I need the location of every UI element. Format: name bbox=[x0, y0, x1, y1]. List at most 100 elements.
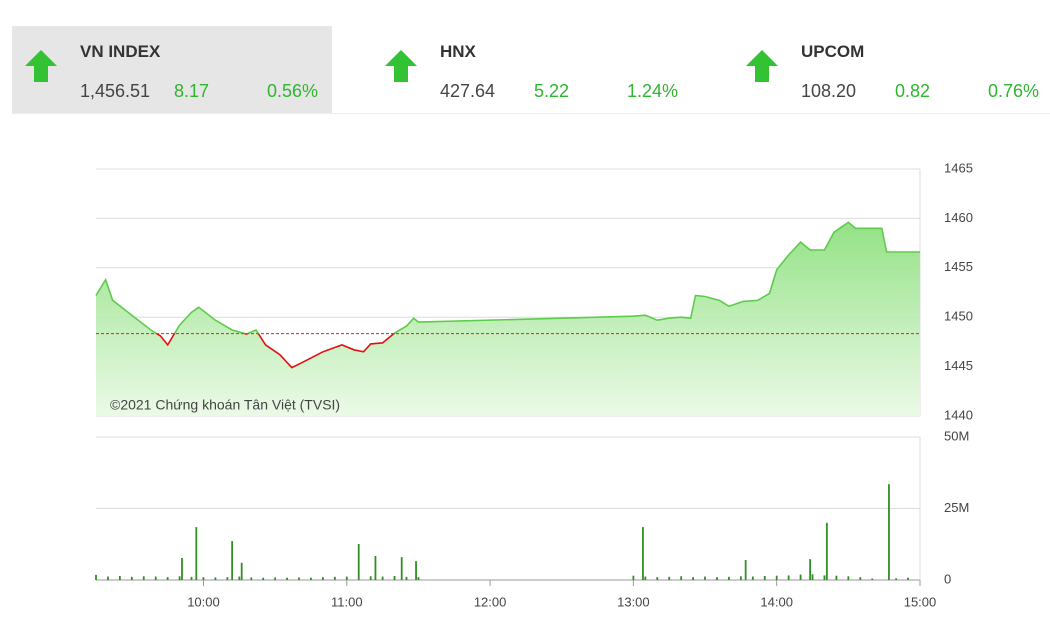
volume-bar bbox=[178, 576, 181, 580]
index-change: 8.17 bbox=[174, 81, 210, 101]
index-percent: 1.24% bbox=[626, 81, 678, 101]
volume-bar bbox=[704, 576, 706, 580]
volume-bar bbox=[238, 576, 241, 580]
volume-bar bbox=[415, 561, 417, 580]
volume-bar bbox=[811, 574, 814, 580]
x-tick-label: 15:00 bbox=[904, 594, 937, 609]
index-percent: 0.56% bbox=[266, 81, 318, 101]
volume-bar bbox=[231, 541, 234, 580]
volume-bar bbox=[823, 575, 826, 580]
x-tick-label: 12:00 bbox=[474, 594, 507, 609]
volume-bar bbox=[716, 577, 718, 580]
volume-bar bbox=[107, 576, 109, 580]
volume-bar bbox=[166, 577, 169, 580]
y-tick-label: 1450 bbox=[944, 309, 973, 324]
up-arrow bbox=[385, 50, 417, 82]
y-tick-label: 1455 bbox=[944, 259, 973, 274]
volume-bar bbox=[226, 577, 229, 580]
volume-bar bbox=[357, 543, 360, 580]
volume-bar bbox=[298, 577, 300, 580]
volume-bar bbox=[181, 557, 183, 580]
volume-bar bbox=[345, 576, 348, 580]
volume-bar bbox=[286, 577, 288, 580]
volume-bar bbox=[393, 575, 396, 580]
volume-bar bbox=[847, 576, 850, 580]
volume-bar bbox=[632, 575, 635, 580]
volume-bar bbox=[642, 527, 644, 580]
index-value: 108.20 bbox=[801, 81, 857, 101]
volume-bar bbox=[142, 576, 145, 580]
volume-bar bbox=[374, 555, 377, 580]
volume-bar bbox=[809, 559, 812, 580]
y-tick-label: 1465 bbox=[944, 160, 973, 175]
volume-bar bbox=[907, 577, 909, 580]
volume-bar bbox=[799, 574, 802, 580]
volume-bar bbox=[656, 577, 659, 580]
volume-bar bbox=[333, 576, 336, 580]
volume-bar bbox=[728, 576, 730, 580]
volume-bar bbox=[417, 577, 420, 580]
volume-bar bbox=[310, 577, 312, 580]
volume-bar bbox=[787, 575, 790, 580]
y-tick-label: 1440 bbox=[944, 407, 973, 422]
volume-bar bbox=[405, 576, 408, 580]
index-name: VN INDEX bbox=[80, 42, 161, 61]
volume-bar bbox=[871, 578, 874, 580]
y-tick-label: 50M bbox=[944, 428, 969, 443]
volume-bar bbox=[262, 577, 265, 580]
index-panel[interactable]: UPCOM 108.20 0.82 0.76% bbox=[733, 26, 1050, 113]
separator bbox=[12, 113, 1050, 114]
volume-bar bbox=[250, 577, 253, 580]
volume-bar bbox=[381, 576, 384, 580]
volume-bar bbox=[751, 576, 754, 580]
x-tick-label: 10:00 bbox=[187, 594, 220, 609]
volume-bar bbox=[95, 574, 97, 580]
x-tick-label: 11:00 bbox=[331, 594, 363, 609]
volume-bar bbox=[274, 577, 277, 580]
index-name: UPCOM bbox=[801, 42, 865, 61]
copyright: ©2021 Chứng khoán Tân Việt (TVSI) bbox=[110, 397, 340, 413]
volume-bar bbox=[835, 575, 838, 580]
volume-bar bbox=[888, 484, 890, 580]
index-change: 5.22 bbox=[534, 81, 570, 101]
volume-bar bbox=[130, 576, 133, 580]
volume-bar bbox=[369, 576, 372, 580]
x-tick-label: 13:00 bbox=[617, 594, 650, 609]
price-area bbox=[96, 222, 920, 416]
index-value: 427.64 bbox=[440, 81, 496, 101]
volume-bar bbox=[240, 562, 243, 580]
index-change: 0.82 bbox=[895, 81, 931, 101]
price-line bbox=[95, 221, 920, 369]
up-arrow bbox=[25, 50, 57, 82]
volume-bar bbox=[118, 575, 121, 580]
index-value: 1,456.51 bbox=[80, 81, 151, 101]
index-name: HNX bbox=[440, 42, 476, 61]
volume-bar bbox=[644, 576, 647, 580]
y-tick-label: 25M bbox=[944, 500, 969, 515]
volume-bar bbox=[668, 576, 671, 580]
y-tick-label: 1460 bbox=[944, 210, 973, 225]
volume-bar bbox=[744, 559, 747, 580]
volume-bar bbox=[680, 576, 683, 580]
index-percent: 0.76% bbox=[987, 81, 1039, 101]
x-tick-label: 14:00 bbox=[760, 594, 793, 609]
volume-bar bbox=[692, 577, 695, 580]
volume-bar bbox=[775, 575, 778, 580]
volume-bar bbox=[321, 577, 324, 580]
volume-bar bbox=[190, 576, 193, 580]
index-panel[interactable]: VN INDEX 1,456.51 8.17 0.56% bbox=[12, 26, 332, 113]
y-tick-label: 0 bbox=[944, 571, 951, 586]
volume-bar bbox=[825, 522, 828, 580]
volume-bar bbox=[195, 527, 198, 580]
volume-bar bbox=[859, 577, 862, 580]
volume-bar bbox=[214, 577, 217, 580]
volume-bar bbox=[400, 557, 403, 580]
index-panel[interactable]: HNX 427.64 5.22 1.24% bbox=[372, 26, 692, 113]
y-tick-label: 1445 bbox=[944, 358, 973, 373]
volume-bar bbox=[739, 576, 742, 580]
up-arrow bbox=[746, 50, 778, 82]
volume-bar bbox=[202, 577, 205, 580]
volume-bar bbox=[154, 576, 157, 580]
